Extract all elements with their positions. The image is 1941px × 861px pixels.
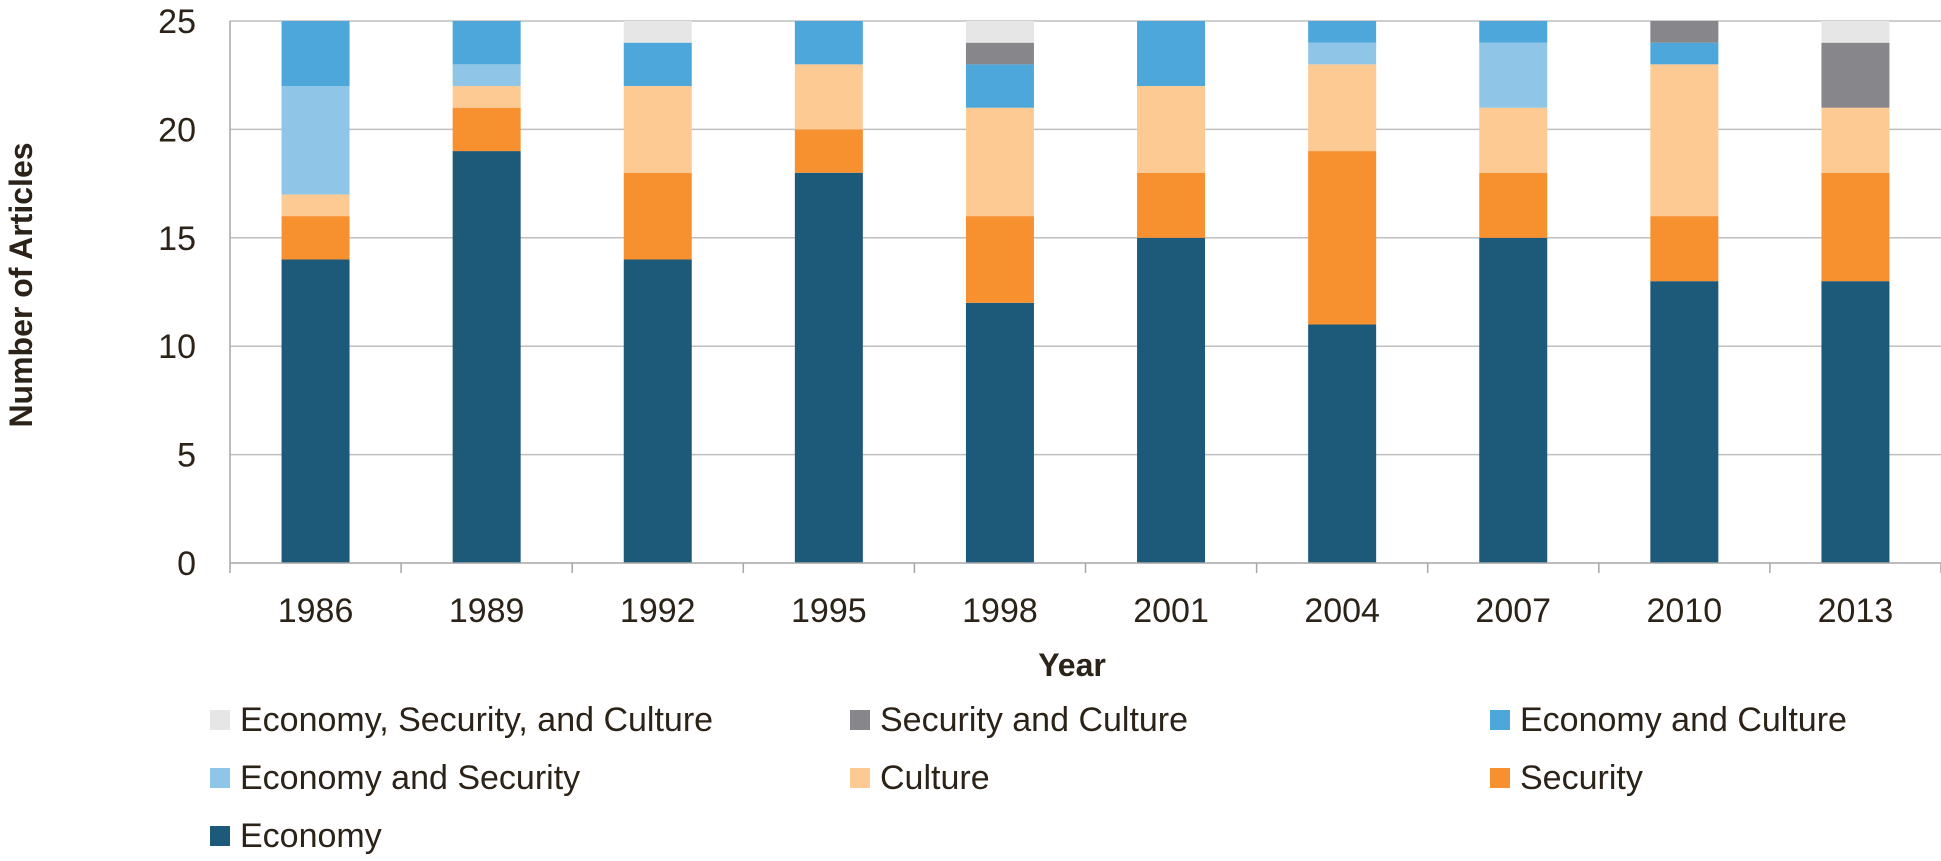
bar-segment: [453, 21, 521, 64]
bar-segment: [453, 64, 521, 86]
bar-segment: [1479, 108, 1547, 173]
x-tick-label: 1995: [791, 592, 867, 630]
bar-segment: [1650, 21, 1718, 43]
stacked-bar-chart: 0 5 10 15 20 25 1986 1989 1992 1995 1998 2001 2004 2…: [0, 0, 1941, 700]
bar-segment: [624, 21, 692, 43]
bar-segment: [282, 216, 350, 259]
bar-segment: [624, 259, 692, 563]
bar-segment: [624, 43, 692, 86]
bar-segment: [1308, 151, 1376, 324]
y-tick-label: 5: [177, 437, 196, 475]
legend-label: Economy and Culture: [1520, 701, 1847, 740]
y-tick-labels: 0 5 10 15 20 25: [158, 3, 196, 583]
legend-item: Economy, Security, and Culture: [210, 700, 713, 740]
x-tick-label: 1992: [620, 592, 696, 630]
bar-segment: [1479, 173, 1547, 238]
bar-segment: [1650, 281, 1718, 563]
bar-segment: [966, 108, 1034, 216]
bar-segment: [966, 43, 1034, 65]
bar-segment: [282, 259, 350, 563]
bar-segment: [1821, 108, 1889, 173]
y-axis-title: Number of Articles: [3, 142, 39, 427]
bar-segment: [1308, 43, 1376, 65]
bar-segment: [1137, 238, 1205, 563]
x-tick-label: 1986: [278, 592, 354, 630]
bar-segment: [966, 303, 1034, 563]
x-tick-label: 2004: [1304, 592, 1380, 630]
bar-segment: [1479, 43, 1547, 108]
bars: [282, 21, 1890, 563]
y-tick-label: 0: [177, 545, 196, 583]
bar-segment: [1650, 216, 1718, 281]
legend-label: Culture: [880, 759, 990, 798]
bar-segment: [795, 21, 863, 64]
x-axis-title: Year: [1038, 647, 1106, 683]
legend-label: Security: [1520, 759, 1643, 798]
bar-segment: [1308, 21, 1376, 43]
legend-swatch: [210, 710, 230, 730]
legend-swatch: [210, 826, 230, 846]
y-tick-label: 25: [158, 3, 196, 41]
bar-segment: [1821, 43, 1889, 108]
legend-label: Security and Culture: [880, 701, 1188, 740]
legend-item: Economy and Culture: [1490, 700, 1847, 740]
x-tick-label: 2013: [1818, 592, 1894, 630]
bar-segment: [1308, 325, 1376, 563]
bar-segment: [795, 129, 863, 172]
bar-segment: [1821, 21, 1889, 43]
bar-segment: [1821, 281, 1889, 563]
y-tick-label: 10: [158, 328, 196, 366]
bar-segment: [1137, 173, 1205, 238]
legend-swatch: [1490, 710, 1510, 730]
legend-label: Economy, Security, and Culture: [240, 701, 713, 740]
legend-item: Economy and Security: [210, 758, 580, 798]
y-tick-label: 20: [158, 111, 196, 149]
legend-swatch: [850, 710, 870, 730]
legend-label: Economy: [240, 817, 382, 856]
legend-item: Security: [1490, 758, 1643, 798]
legend-item: Economy: [210, 816, 382, 856]
x-tick-label: 2010: [1647, 592, 1723, 630]
bar-segment: [1308, 64, 1376, 151]
bar-segment: [453, 151, 521, 563]
bar-segment: [1821, 173, 1889, 281]
bar-segment: [624, 173, 692, 260]
bar-segment: [795, 173, 863, 563]
bar-segment: [966, 64, 1034, 107]
y-tick-label: 15: [158, 220, 196, 258]
bar-segment: [966, 21, 1034, 43]
x-tick-label: 1989: [449, 592, 525, 630]
legend: Economy, Security, and Culture Security a…: [210, 700, 1920, 860]
x-tick-label: 2007: [1475, 592, 1551, 630]
legend-swatch: [850, 768, 870, 788]
bar-segment: [1650, 43, 1718, 65]
x-tick-label: 2001: [1133, 592, 1209, 630]
x-tick-labels: 1986 1989 1992 1995 1998 2001 2004 2007 2010 2013: [278, 592, 1894, 630]
bar-segment: [624, 86, 692, 173]
bar-segment: [282, 86, 350, 194]
legend-item: Culture: [850, 758, 990, 798]
bar-segment: [1479, 238, 1547, 563]
bar-segment: [966, 216, 1034, 303]
bar-segment: [1479, 21, 1547, 43]
legend-label: Economy and Security: [240, 759, 580, 798]
legend-swatch: [1490, 768, 1510, 788]
bar-segment: [282, 21, 350, 86]
bar-segment: [453, 108, 521, 151]
x-tick-label: 1998: [962, 592, 1038, 630]
bar-segment: [453, 86, 521, 108]
bar-segment: [1137, 21, 1205, 86]
legend-swatch: [210, 768, 230, 788]
bar-segment: [795, 64, 863, 129]
bar-segment: [282, 194, 350, 216]
bar-segment: [1650, 64, 1718, 216]
bar-segment: [1137, 86, 1205, 173]
legend-item: Security and Culture: [850, 700, 1188, 740]
